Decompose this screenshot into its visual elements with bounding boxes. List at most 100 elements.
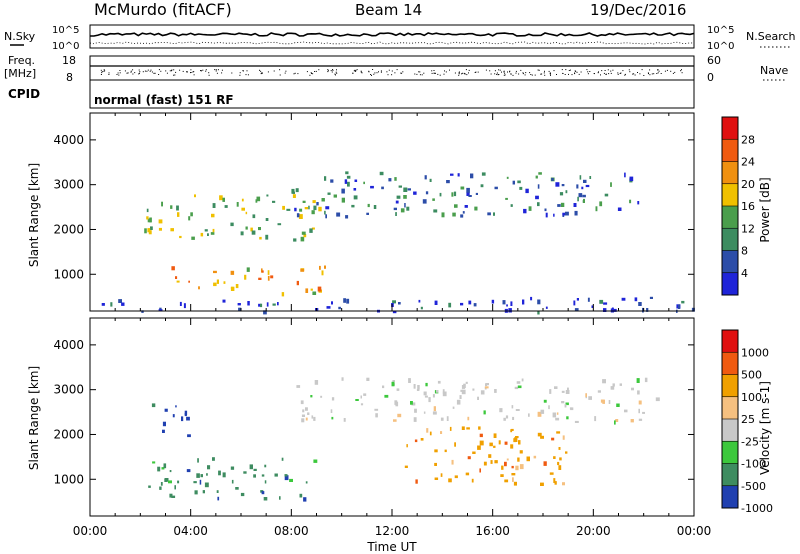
- echo-cell: [528, 413, 530, 417]
- echo-cell: [491, 299, 495, 304]
- echo-cell: [270, 275, 274, 279]
- nave-point: [474, 72, 476, 73]
- echo-cell: [448, 478, 452, 483]
- nave-point: [103, 69, 105, 71]
- echo-cell: [678, 304, 681, 309]
- echo-cell: [446, 180, 450, 184]
- colorbar-tick-label: 20: [741, 178, 755, 191]
- nave-point: [336, 72, 338, 74]
- echo-cell: [559, 192, 564, 196]
- echo-cell: [426, 428, 429, 433]
- echo-cell: [305, 417, 308, 421]
- echo-cell: [528, 206, 532, 211]
- nave-point: [672, 72, 674, 74]
- nave-point: [374, 72, 376, 74]
- echo-cell: [513, 438, 516, 443]
- echo-cell: [543, 461, 547, 466]
- echo-cell: [170, 228, 174, 232]
- echo-cell: [440, 431, 443, 434]
- echo-cell: [121, 302, 125, 306]
- echo-cell: [235, 487, 239, 490]
- nave-point: [598, 71, 599, 73]
- nave-point: [620, 72, 622, 74]
- echo-cell: [101, 303, 105, 306]
- echo-cell: [224, 205, 228, 208]
- echo-cell: [634, 297, 638, 302]
- nave-point: [314, 71, 316, 72]
- echo-cell: [432, 411, 437, 415]
- echo-cell: [621, 297, 626, 301]
- noise-tick-left-bottom: 10^0: [52, 41, 79, 52]
- nave-point: [431, 70, 433, 72]
- echo-cell: [382, 385, 385, 389]
- echo-cell: [624, 409, 628, 413]
- nave-point: [657, 69, 659, 71]
- nave-point: [334, 73, 336, 75]
- time-tick-label: 20:00: [576, 524, 611, 538]
- nave-point: [201, 70, 202, 72]
- nave-point: [260, 73, 262, 75]
- echo-cell: [318, 206, 322, 212]
- echo-cell: [327, 192, 331, 195]
- echo-cell: [537, 184, 540, 189]
- echo-cell: [442, 389, 445, 394]
- y-tick-label: 1000: [53, 267, 84, 281]
- echo-cell: [331, 301, 333, 305]
- echo-cell: [585, 393, 587, 398]
- echo-cell: [499, 408, 503, 413]
- nave-point: [108, 74, 110, 75]
- colorbar-segment: [722, 139, 738, 162]
- echo-cell: [565, 211, 569, 216]
- echo-cell: [548, 405, 550, 410]
- echo-cell: [454, 204, 458, 208]
- echo-cell: [595, 206, 598, 212]
- echo-cell: [521, 378, 524, 382]
- echo-cell: [599, 201, 603, 207]
- echo-cell: [475, 192, 478, 195]
- echo-cell: [519, 450, 523, 454]
- y-tick-label: 4000: [53, 133, 84, 147]
- time-tick-label: 12:00: [375, 524, 410, 538]
- nave-point: [586, 69, 588, 71]
- freq-tick-top: 18: [62, 54, 76, 67]
- echo-cell: [296, 385, 301, 388]
- echo-cell: [440, 473, 443, 477]
- echo-cell: [515, 465, 519, 471]
- nave-point: [179, 69, 181, 71]
- nave-point: [571, 74, 573, 76]
- echo-cell: [543, 399, 547, 403]
- nave-point: [173, 69, 175, 71]
- nave-point: [475, 71, 477, 73]
- nave-point: [388, 69, 390, 71]
- nave-point: [461, 73, 463, 75]
- nave-point: [306, 71, 308, 73]
- nave-point: [666, 69, 668, 71]
- nave-point: [208, 72, 210, 74]
- nave-point: [169, 70, 171, 72]
- echo-cell: [515, 409, 520, 411]
- echo-cell: [481, 172, 486, 176]
- echo-cell: [241, 207, 245, 211]
- velocity-cbar-label: Velocity [m s-1]: [758, 381, 772, 475]
- echo-cell: [535, 195, 539, 200]
- echo-cell: [218, 470, 221, 476]
- nave-point: [498, 69, 500, 71]
- nave-point: [147, 69, 149, 71]
- nave-point: [589, 71, 591, 72]
- echo-cell: [479, 468, 481, 473]
- echo-cell: [333, 194, 337, 198]
- nave-point: [117, 72, 119, 74]
- echo-cell: [200, 474, 203, 478]
- nave-point: [126, 72, 128, 74]
- echo-cell: [310, 288, 313, 291]
- colorbar-segment: [722, 250, 738, 273]
- echo-cell: [172, 414, 175, 418]
- echo-cell: [169, 470, 172, 473]
- colorbar-segment: [722, 206, 738, 229]
- nave-point: [187, 71, 188, 73]
- echo-cell: [514, 386, 519, 390]
- noise-tick-left-top: 10^5: [52, 25, 79, 36]
- nave-point: [622, 70, 624, 72]
- echo-cell: [549, 472, 554, 475]
- echo-cell: [562, 214, 565, 217]
